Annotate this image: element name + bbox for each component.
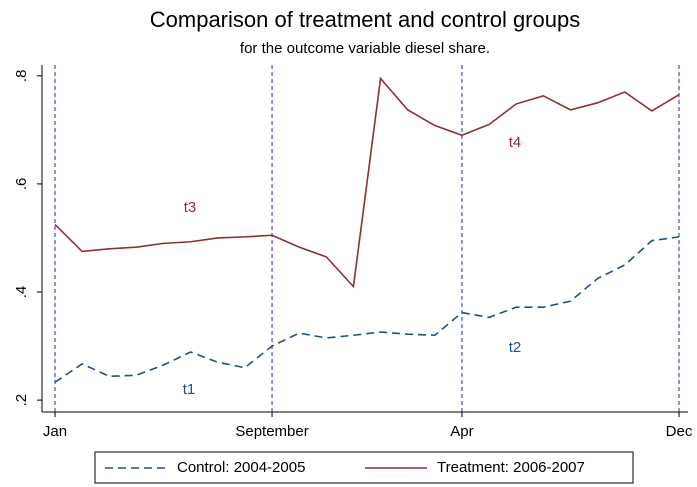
y-tick-label: .4: [13, 286, 30, 299]
annotation: t3: [184, 199, 197, 216]
legend-label: Treatment: 2006-2007: [437, 459, 585, 476]
legend-box: [94, 451, 634, 484]
x-tick-label: Dec: [666, 423, 693, 440]
x-tick-label: Apr: [450, 423, 473, 440]
legend-label: Control: 2004-2005: [177, 459, 305, 476]
annotation: t2: [509, 339, 522, 356]
series-line: [54, 236, 680, 383]
chart-subtitle: for the outcome variable diesel share.: [240, 40, 490, 57]
series-line: [54, 76, 680, 289]
x-tick-label: Jan: [43, 423, 67, 440]
y-tick-label: .8: [13, 70, 30, 83]
y-tick-label: .6: [13, 178, 30, 191]
chart-title: Comparison of treatment and control grou…: [150, 7, 580, 32]
annotation: t4: [509, 134, 522, 151]
x-tick-label: September: [235, 423, 308, 440]
y-tick-label: .2: [13, 394, 30, 407]
annotation: t1: [183, 381, 196, 398]
